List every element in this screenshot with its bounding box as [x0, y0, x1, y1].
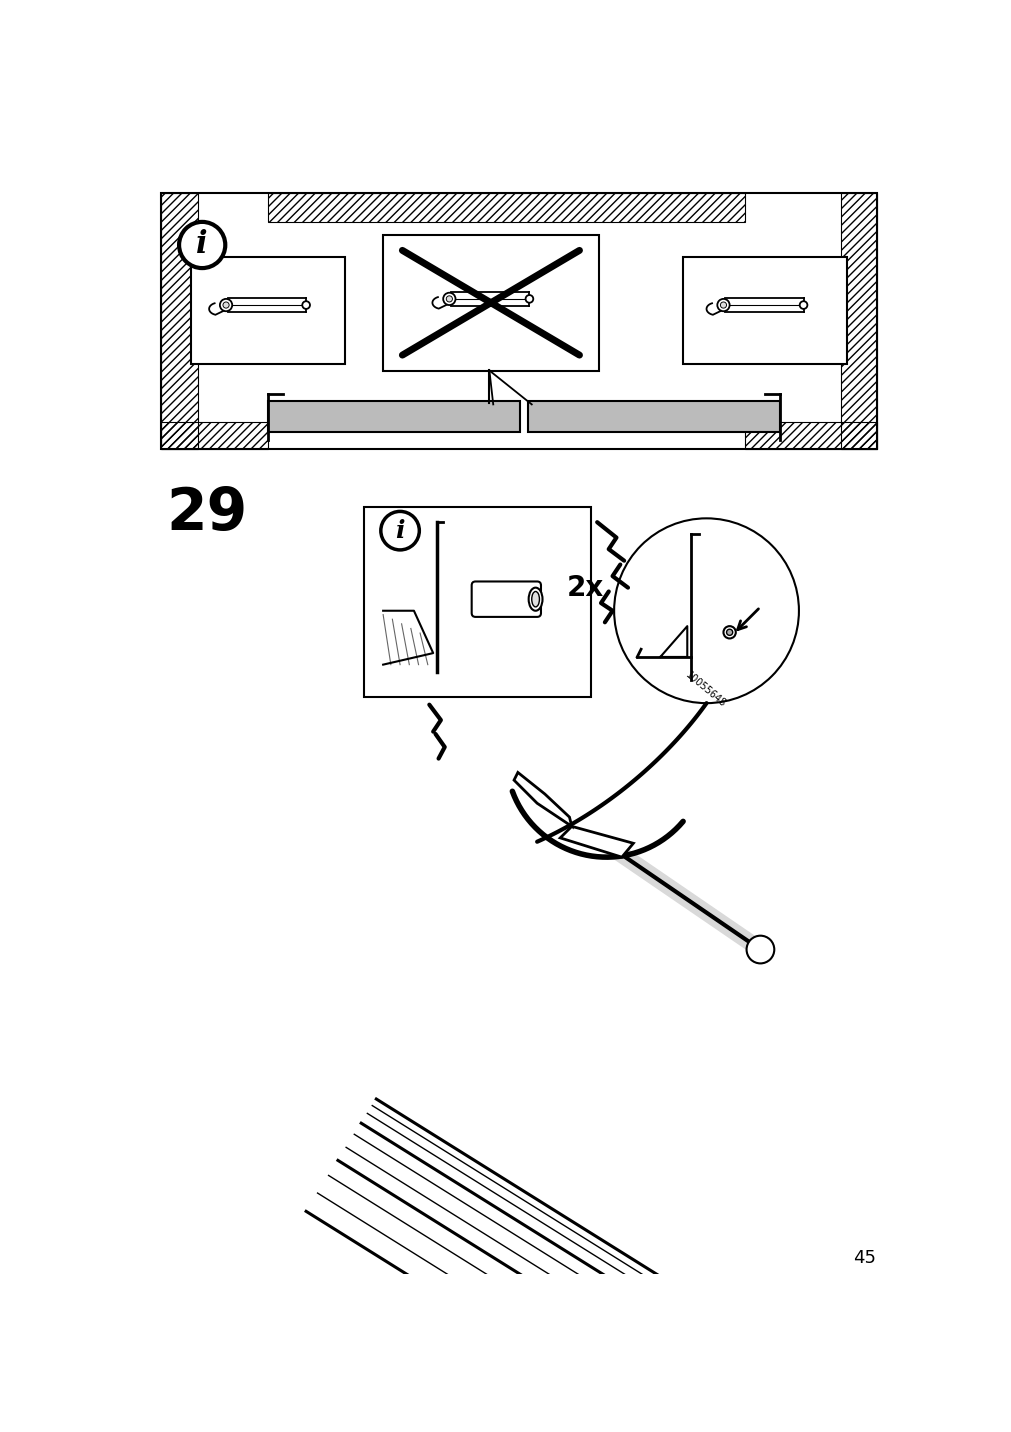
Bar [364, 507, 590, 697]
Bar [267, 193, 744, 222]
Polygon shape [514, 772, 571, 826]
Bar [528, 401, 779, 432]
Circle shape [446, 296, 452, 302]
Circle shape [614, 518, 798, 703]
Bar [267, 401, 520, 432]
Text: i: i [196, 229, 208, 261]
Bar [682, 256, 846, 364]
Text: 45: 45 [852, 1249, 876, 1266]
Ellipse shape [622, 1395, 628, 1400]
Circle shape [720, 302, 726, 308]
Circle shape [302, 301, 309, 309]
Bar [840, 193, 877, 450]
Text: 29: 29 [166, 485, 247, 543]
Circle shape [525, 295, 533, 302]
Circle shape [799, 301, 807, 309]
Circle shape [723, 626, 735, 639]
Ellipse shape [619, 1393, 630, 1403]
Bar [161, 422, 267, 450]
Bar [190, 256, 345, 364]
Circle shape [666, 1337, 678, 1349]
Circle shape [669, 1340, 675, 1346]
Ellipse shape [528, 587, 542, 610]
Bar [161, 193, 198, 450]
Polygon shape [560, 826, 633, 858]
Ellipse shape [601, 1385, 625, 1403]
Circle shape [717, 299, 729, 311]
Text: 10055648: 10055648 [682, 670, 727, 709]
Bar [383, 235, 599, 371]
Circle shape [726, 629, 732, 636]
Bar [744, 422, 877, 450]
Text: i: i [395, 518, 404, 543]
Circle shape [443, 292, 455, 305]
Circle shape [380, 511, 419, 550]
Circle shape [222, 302, 228, 308]
Bar [161, 193, 877, 450]
Circle shape [179, 222, 225, 268]
Circle shape [746, 935, 773, 964]
Ellipse shape [531, 591, 539, 607]
Text: 2x: 2x [566, 574, 603, 601]
Circle shape [219, 299, 232, 311]
FancyBboxPatch shape [471, 581, 541, 617]
